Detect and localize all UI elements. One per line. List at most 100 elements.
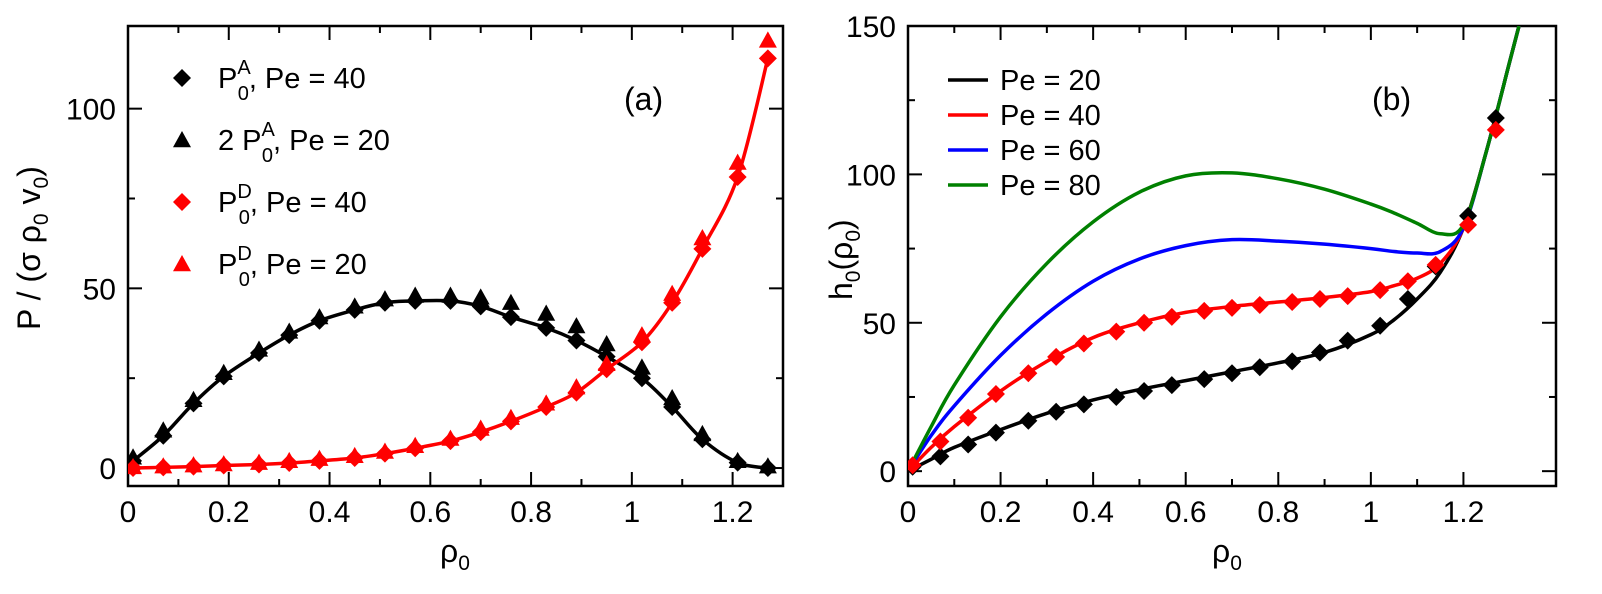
data-point-diamond [1250, 295, 1269, 314]
data-point-diamond [1107, 387, 1126, 406]
data-point-triangle [597, 335, 616, 352]
x-tick-label: 0.8 [1257, 496, 1299, 529]
y-axis-label-a: P / (σ ρ0 v0) [11, 166, 53, 330]
data-point-diamond [986, 423, 1005, 442]
y-tick-label: 100 [66, 94, 116, 127]
data-point-diamond [1195, 301, 1214, 320]
data-point-triangle [567, 317, 586, 334]
data-point-diamond [908, 456, 922, 475]
data-point-triangle [693, 424, 712, 442]
data-point-triangle [471, 419, 490, 436]
data-point-triangle [375, 442, 394, 459]
legend-label-2: Pe = 60 [1000, 135, 1101, 167]
y-tick-label: 0 [99, 453, 116, 486]
x-tick-label: 0.2 [208, 496, 250, 529]
series-group [128, 31, 777, 478]
legend-a: PA 0, Pe = 40 2 PA 0, Pe = 20 PD 0, Pe = 40 PD… [173, 57, 390, 291]
data-point-diamond [1398, 272, 1417, 291]
x-tick-label: 0.4 [309, 496, 351, 529]
data-marks-b [908, 26, 1521, 476]
series-group [908, 26, 1521, 476]
data-point-triangle [758, 31, 777, 48]
data-point-diamond [1074, 395, 1093, 414]
data-point-triangle [280, 322, 299, 339]
legend-label-0: PA 0, Pe = 40 [218, 57, 366, 105]
data-point-diamond [1047, 347, 1066, 366]
legend-marker-2 [173, 193, 191, 211]
data-point-diamond [931, 447, 950, 466]
data-point-diamond [1135, 313, 1154, 332]
data-point-triangle [128, 448, 143, 465]
data-point-triangle [345, 446, 364, 464]
legend-label-1: 2 PA 0, Pe = 20 [218, 119, 390, 167]
x-tick-label: 1 [1363, 496, 1380, 529]
x-tick-label: 1 [624, 496, 641, 529]
data-point-triangle [345, 297, 364, 314]
data-point-triangle [310, 308, 329, 325]
axis-ticks-b [907, 25, 1556, 486]
legend-label-1: Pe = 40 [1000, 100, 1101, 132]
data-point-diamond [1162, 376, 1181, 395]
data-point-triangle [537, 394, 556, 411]
panel-label-b: (b) [1372, 81, 1411, 117]
data-point-diamond [1283, 293, 1302, 311]
y-tick-label: 100 [846, 159, 896, 192]
x-tick-label: 1.2 [1443, 496, 1485, 529]
legend-marker-3 [173, 255, 191, 272]
legend-marker-0 [173, 69, 191, 87]
legend-label-2: PD 0, Pe = 40 [218, 181, 367, 229]
panel-label-a: (a) [624, 81, 663, 117]
data-point-diamond [1459, 215, 1478, 234]
plot-frame-a [126, 24, 785, 488]
data-point-triangle [184, 456, 203, 473]
data-point-triangle [154, 457, 173, 474]
data-point-triangle [537, 304, 556, 321]
data-point-triangle [128, 457, 143, 475]
data-point-diamond [1019, 411, 1038, 430]
data-point-triangle [758, 457, 777, 474]
y-tick-label: 50 [863, 308, 896, 341]
data-point-triangle [663, 388, 682, 406]
x-tick-label: 0 [900, 496, 917, 529]
data-point-diamond [1486, 120, 1505, 139]
tick-labels-a: 0 0.2 0.4 0.6 0.8 1 1.2 0 50 100 [66, 94, 754, 529]
data-point-triangle [214, 363, 233, 380]
data-point-triangle [406, 436, 425, 453]
data-point-diamond [1486, 109, 1505, 127]
data-point-diamond [1338, 331, 1357, 350]
data-point-triangle [184, 390, 203, 407]
data-point-triangle [567, 378, 586, 395]
data-point-diamond [1371, 281, 1390, 300]
x-tick-label: 0.8 [510, 496, 552, 529]
x-tick-label: 1.2 [712, 496, 754, 529]
data-point-diamond [1107, 322, 1126, 341]
data-point-triangle [501, 293, 520, 310]
chart-panel-a: 0 0.2 0.4 0.6 0.8 1 1.2 0 50 100 PA 0, Pe = 40 2 PA… [11, 24, 785, 575]
data-point-triangle [501, 408, 520, 425]
data-point-triangle [471, 288, 490, 305]
data-point-diamond [1135, 382, 1154, 401]
data-point-diamond [567, 331, 586, 350]
data-point-diamond [959, 408, 978, 427]
x-axis-label-a: ρ0 [440, 533, 470, 575]
x-tick-label: 0.6 [1165, 496, 1207, 529]
data-point-diamond [1371, 316, 1390, 335]
data-point-diamond [1195, 370, 1214, 389]
data-point-diamond [1250, 358, 1269, 377]
data-marks-a [128, 31, 777, 478]
tick-labels-b: 0 0.2 0.4 0.6 0.8 1 1.2 0 50 100 150 [846, 11, 1484, 529]
x-tick-label: 0.4 [1072, 496, 1114, 529]
data-point-diamond [1338, 287, 1357, 306]
data-point-triangle [406, 286, 425, 303]
legend-marker-1 [173, 131, 191, 148]
data-point-triangle [632, 326, 651, 343]
data-point-diamond [1019, 364, 1038, 383]
data-point-triangle [663, 284, 682, 301]
legend-label-3: Pe = 80 [1000, 170, 1101, 202]
data-point-diamond [931, 432, 950, 451]
y-tick-label: 150 [846, 11, 896, 44]
data-point-triangle [375, 290, 394, 307]
